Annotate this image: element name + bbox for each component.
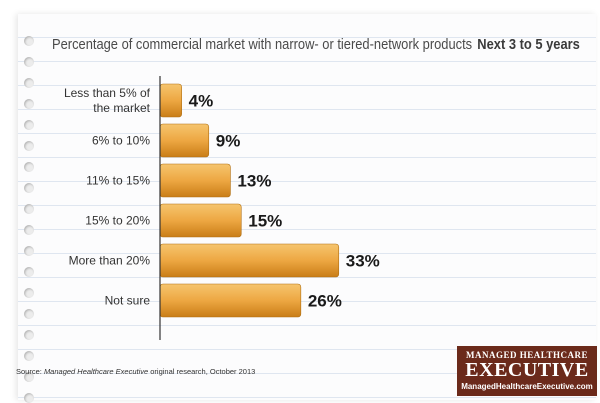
bar-value-label: 4% <box>189 92 214 111</box>
binder-hole <box>24 246 34 256</box>
category-label-line: 15% to 20% <box>85 214 150 228</box>
binder-hole <box>24 351 34 361</box>
binder-hole <box>24 78 34 88</box>
source-note: Source: Managed Healthcare Executive ori… <box>16 367 255 376</box>
binder-hole <box>24 225 34 235</box>
source-prefix: Source: <box>16 367 44 376</box>
category-label-line: More than 20% <box>69 254 151 268</box>
logo-line-2: EXECUTIVE <box>465 359 589 381</box>
category-label-line: Less than 5% of <box>64 86 151 100</box>
logo-line-1: MANAGED HEALTHCARE <box>466 350 588 360</box>
source-rest: original research, October 2013 <box>148 367 256 376</box>
bars-group: 4% Less than 5% of the market 9% 6% to 10% 13… <box>64 83 380 318</box>
category-label: More than 20% <box>69 254 151 268</box>
binder-hole <box>24 120 34 130</box>
notebook-paper-background <box>18 14 596 403</box>
bar <box>159 243 340 278</box>
binder-hole <box>24 393 34 403</box>
binder-hole <box>24 162 34 172</box>
category-label: Less than 5% of the market <box>64 86 151 115</box>
category-label: 6% to 10% <box>92 134 150 148</box>
binder-hole <box>24 330 34 340</box>
binder-hole <box>24 57 34 67</box>
publisher-logo: MANAGED HEALTHCARE EXECUTIVE ManagedHeal… <box>457 346 597 396</box>
category-label: 11% to 15% <box>86 174 150 188</box>
source-publication: Managed Healthcare Executive <box>43 367 149 376</box>
binder-hole <box>24 99 34 109</box>
binder-hole <box>24 372 34 382</box>
binder-hole <box>24 288 34 298</box>
category-label-line: 6% to 10% <box>92 134 150 148</box>
binder-hole <box>24 36 34 46</box>
bar <box>159 83 182 118</box>
bar <box>159 203 242 238</box>
binder-hole <box>24 183 34 193</box>
chart-title-text: Percentage of commercial market with nar… <box>52 36 473 53</box>
logo-url: ManagedHealthcareExecutive.com <box>461 382 593 391</box>
bar-value-label: 9% <box>216 132 241 151</box>
bar-value-label: 33% <box>346 252 380 271</box>
category-label-line: Not sure <box>105 294 151 308</box>
chart-subtitle: Next 3 to 5 years <box>477 36 580 53</box>
binder-hole <box>24 267 34 277</box>
category-label: 15% to 20% <box>85 214 150 228</box>
category-label-line: the market <box>93 101 150 115</box>
bar <box>159 123 210 158</box>
binder-hole <box>24 204 34 214</box>
binder-hole <box>24 141 34 151</box>
bar <box>159 283 302 318</box>
category-label-line: 11% to 15% <box>86 174 150 188</box>
bar-value-label: 13% <box>237 172 271 191</box>
category-label: Not sure <box>105 294 151 308</box>
binder-hole <box>24 309 34 319</box>
binder-holes <box>24 14 36 403</box>
chart-title: Percentage of commercial market with nar… <box>52 36 580 53</box>
bar <box>159 163 231 198</box>
bar-value-label: 26% <box>308 292 342 311</box>
bar-value-label: 15% <box>248 212 282 231</box>
